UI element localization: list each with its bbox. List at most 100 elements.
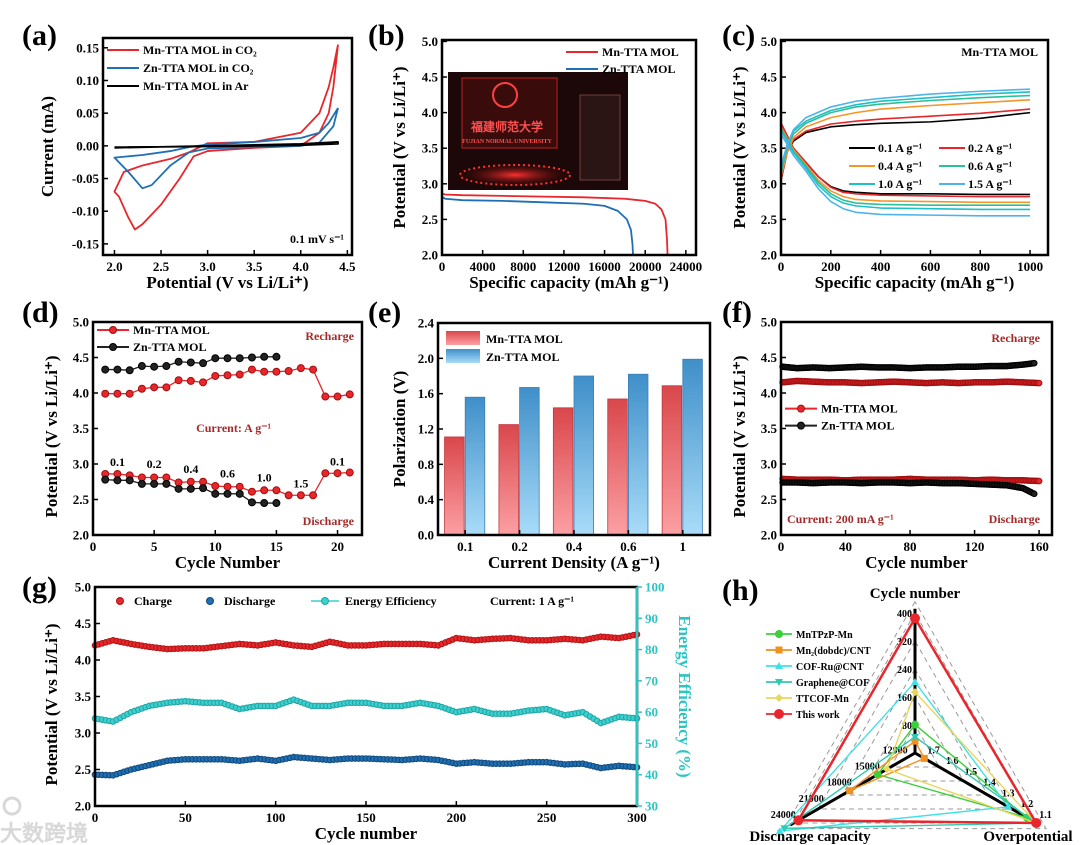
x-axis-title: Specific capacity (mAh g⁻¹) <box>469 273 669 292</box>
discharge-point <box>333 469 342 478</box>
radar-point <box>1031 818 1042 828</box>
x-tick-label: 20000 <box>629 259 662 274</box>
plot-frame <box>440 38 698 257</box>
charge-point <box>309 365 318 374</box>
y-tick-label: 2.0 <box>761 528 777 543</box>
discharge-curve <box>780 127 1031 206</box>
y-tick-label: 2.5 <box>761 212 778 227</box>
y-tick-label: 3.0 <box>73 457 89 472</box>
watermark-text: 大数跨境 <box>0 821 88 845</box>
radar-point <box>1004 802 1013 810</box>
bar-zn <box>519 387 540 536</box>
discharge-curve <box>780 133 1031 217</box>
discharge-curve <box>780 130 1031 211</box>
discharge-point <box>284 491 293 500</box>
y-tick-label: 2.5 <box>73 492 90 507</box>
rate-label: 1.5 <box>293 476 308 490</box>
plot-area <box>444 358 703 536</box>
y-axis-title: Potential (V vs Li/Li⁺) <box>42 623 61 785</box>
x-tick-label: 15 <box>270 539 284 554</box>
y-tick-label: 0.8 <box>418 457 435 472</box>
y-tick-label: 2.0 <box>75 799 91 814</box>
legend-label: COF-Ru@CNT <box>796 662 864 673</box>
x-tick-label: 600 <box>921 259 941 274</box>
plot-frame <box>101 36 354 257</box>
rate-label: 0.1 <box>330 454 345 468</box>
radar-point <box>780 825 789 833</box>
charge-point <box>260 352 269 361</box>
rate-label: 0.6 <box>220 466 235 480</box>
charge-point <box>1035 379 1043 387</box>
right-tick-label: 100 <box>645 580 665 595</box>
cv-curve-2 <box>114 141 339 149</box>
charge-point <box>113 389 122 398</box>
y-axis-title: Potential (V vs Li/Li⁺) <box>730 66 749 228</box>
x-tick-label: 24000 <box>670 259 703 274</box>
radar-series <box>796 615 1039 825</box>
discharge-point <box>125 476 134 485</box>
panel-label: (f) <box>722 296 752 329</box>
grid-ring <box>817 640 1013 810</box>
x-axis-title: Cycle number <box>315 824 418 843</box>
charge-point <box>247 365 256 374</box>
discharge-point <box>150 479 159 488</box>
x-tick-label: 50 <box>179 810 192 825</box>
charge-point <box>137 362 146 371</box>
x-tick-label: 0.1 <box>457 539 473 554</box>
radar-point <box>911 688 919 697</box>
overpotential-tick-label: 1.5 <box>965 767 978 778</box>
legend-marker <box>109 343 117 351</box>
discharge-point <box>321 469 330 478</box>
y-axis-title: Current (mA) <box>38 96 57 197</box>
plot-area <box>101 352 354 508</box>
y-tick-label: -0.10 <box>72 204 99 219</box>
y-tick-label: 4.0 <box>761 386 777 401</box>
right-tick-label: 50 <box>645 736 658 751</box>
overpotential-tick-label: 1.3 <box>1002 788 1015 799</box>
y-tick-label: -0.05 <box>72 171 100 186</box>
panel-d: (d) 0 5 10 15 20 2.0 2.5 3.0 3.5 4.0 4.5 5.0 Cycle Nu… <box>22 296 364 572</box>
charge-point <box>186 376 195 385</box>
discharge-point <box>211 482 220 491</box>
charge-point <box>199 378 208 387</box>
x-tick-label: 4.5 <box>339 259 356 274</box>
discharge-point <box>1035 477 1043 485</box>
discharge-curve-1 <box>441 195 634 256</box>
plot-frame <box>779 38 1050 257</box>
rate-label: 1.0 <box>257 471 272 485</box>
legend-marker <box>775 646 783 654</box>
cycle-tick-label: 400 <box>897 609 912 620</box>
rate-label: 0.4 <box>183 462 198 476</box>
y-tick-label: 3.5 <box>761 141 778 156</box>
discharge-point <box>309 491 318 500</box>
charge-point <box>284 366 293 375</box>
y-tick-label: 4.0 <box>761 105 777 120</box>
charge-point <box>272 352 281 361</box>
legend-marker <box>775 662 783 669</box>
legend-marker <box>775 694 783 702</box>
legend-label: Graphene@COF <box>796 678 869 689</box>
charge-point <box>235 354 244 363</box>
x-tick-label: 16000 <box>588 259 621 274</box>
y-tick-label: 4.5 <box>73 350 90 365</box>
x-tick-label: 10 <box>209 539 222 554</box>
rate-label: 0.1 <box>110 455 125 469</box>
panel-label: (a) <box>22 19 57 52</box>
y-tick-label: 0.10 <box>76 73 99 88</box>
y-tick-label: 3.0 <box>422 176 438 191</box>
x-tick-label: 0 <box>778 539 785 554</box>
recharge-label: Recharge <box>305 329 354 343</box>
right-tick-label: 40 <box>645 767 658 782</box>
y-tick-label: 0.00 <box>76 138 99 153</box>
charge-point <box>150 362 159 371</box>
x-tick-label: 0 <box>778 259 785 274</box>
y-tick-label: 1.2 <box>418 422 434 437</box>
y-tick-label: 2.0 <box>761 248 777 263</box>
discharge-point <box>247 487 256 496</box>
x-tick-label: 1 <box>680 539 687 554</box>
charge-curve <box>780 88 1031 167</box>
plot-area <box>780 88 1031 217</box>
discharge-curve <box>780 122 1031 198</box>
radar-point <box>920 754 928 762</box>
panel-label: (c) <box>722 19 755 52</box>
